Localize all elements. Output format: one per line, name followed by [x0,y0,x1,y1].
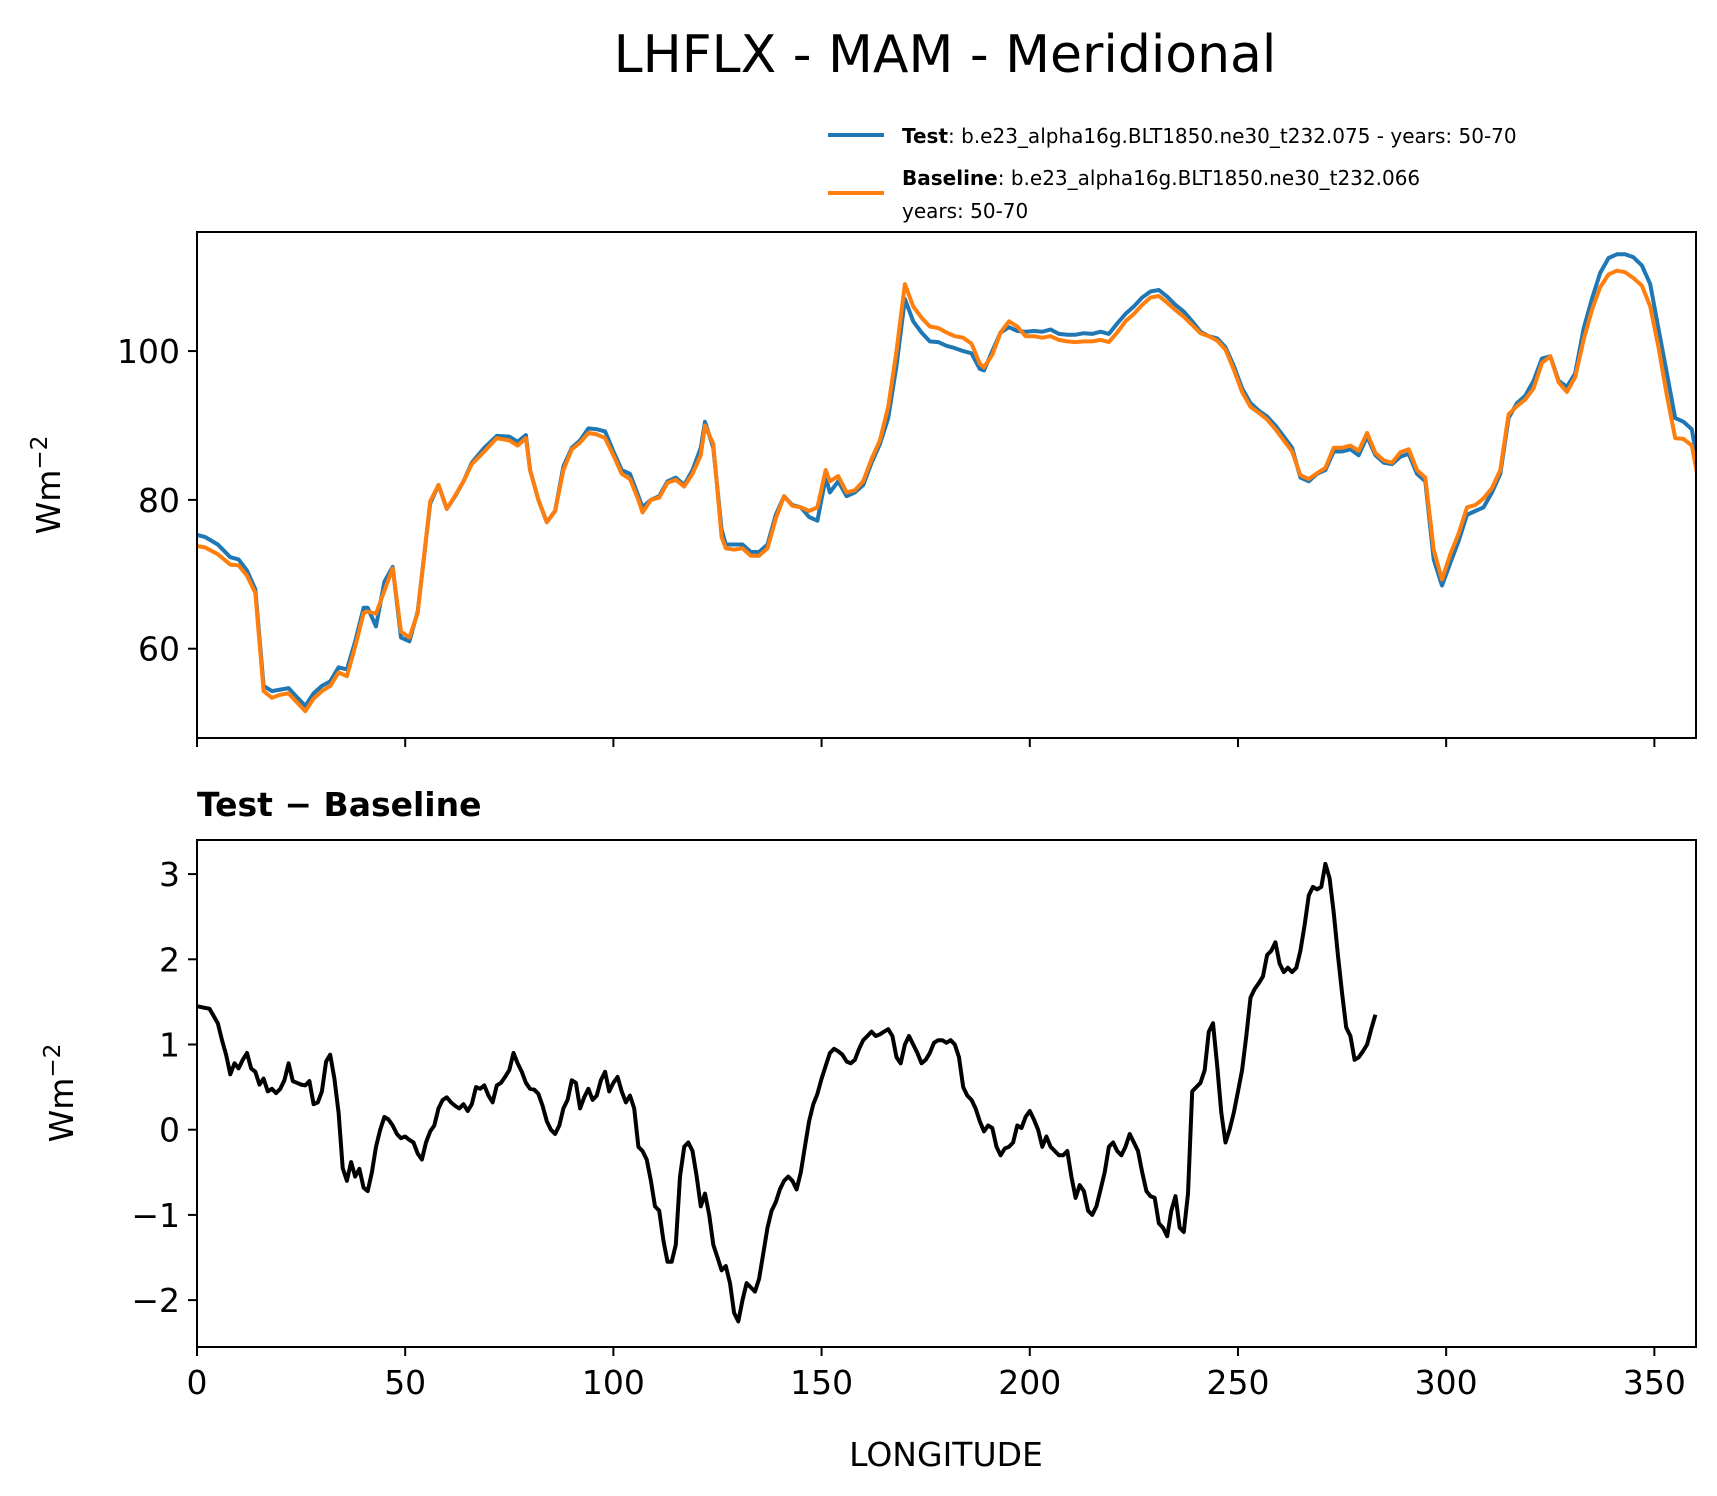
bottom-panel: Test − Baseline −2 −1 0 1 2 3 0 50 100 150 200 250 3… [40,785,1697,1474]
bottom-xtick-label: 200 [998,1363,1061,1402]
bottom-xtick-label: 150 [790,1363,853,1402]
bottom-ytick-label: 0 [159,1111,180,1150]
bottom-xtick-label: 350 [1623,1363,1686,1402]
legend-sep-test: : [948,124,961,148]
top-y-axis-label-base: Wm [29,470,68,535]
chart-title: LHFLX - MAM - Meridional [614,25,1277,85]
top-ytick-label: 100 [117,332,180,371]
bottom-y-axis-label-base: Wm [42,1078,81,1143]
bottom-ytick-label: −1 [131,1196,180,1235]
x-axis-label: LONGITUDE [849,1435,1043,1474]
bottom-series-line-test-baseline [197,861,1378,1324]
legend-label-test: Test: b.e23_alpha16g.BLT1850.ne30_t232.0… [902,124,1517,148]
top-y-axis-label: Wm−2 [27,436,68,535]
top-ticks: 60 80 100 [117,332,1656,747]
bottom-xtick-label: 100 [582,1363,645,1402]
legend-label-baseline: Baseline: b.e23_alpha16g.BLT1850.ne30_t2… [902,166,1420,190]
bottom-ytick-label: 2 [159,940,180,979]
legend-text-baseline: b.e23_alpha16g.BLT1850.ne30_t232.066 [1011,166,1420,190]
legend-text-test: b.e23_alpha16g.BLT1850.ne30_t232.075 - y… [961,124,1517,148]
bottom-ytick-label: 3 [159,855,180,894]
bottom-y-axis-label-exponent: −2 [40,1044,66,1078]
bottom-ytick-label: −2 [131,1281,180,1320]
bottom-series-group [197,861,1378,1324]
legend-name-baseline: Baseline [902,166,998,190]
bottom-ticks: −2 −1 0 1 2 3 0 50 100 150 200 250 300 350 [131,855,1686,1402]
legend: Test: b.e23_alpha16g.BLT1850.ne30_t232.0… [828,124,1517,223]
bottom-axes-frame [196,839,1697,1348]
bottom-xtick-label: 250 [1206,1363,1269,1402]
bottom-y-axis-label: Wm−2 [40,1044,81,1143]
bottom-ytick-label: 1 [159,1026,180,1065]
legend-label-baseline-years: years: 50-70 [902,199,1028,223]
top-series-line-baseline [197,268,1696,714]
top-ytick-label: 60 [138,630,180,669]
bottom-xtick-label: 300 [1415,1363,1478,1402]
top-y-axis-label-exponent: −2 [27,436,53,470]
bottom-xtick-label: 0 [187,1363,208,1402]
legend-sep-baseline: : [998,166,1011,190]
top-ytick-label: 80 [138,481,180,520]
top-series-group [197,252,1696,714]
top-series-line-test [197,252,1696,708]
top-axes-frame [196,231,1697,739]
bottom-panel-title: Test − Baseline [197,785,482,824]
bottom-xtick-label: 50 [384,1363,426,1402]
top-panel: 60 80 100 Wm−2 [27,231,1697,747]
legend-name-test: Test [902,124,948,148]
